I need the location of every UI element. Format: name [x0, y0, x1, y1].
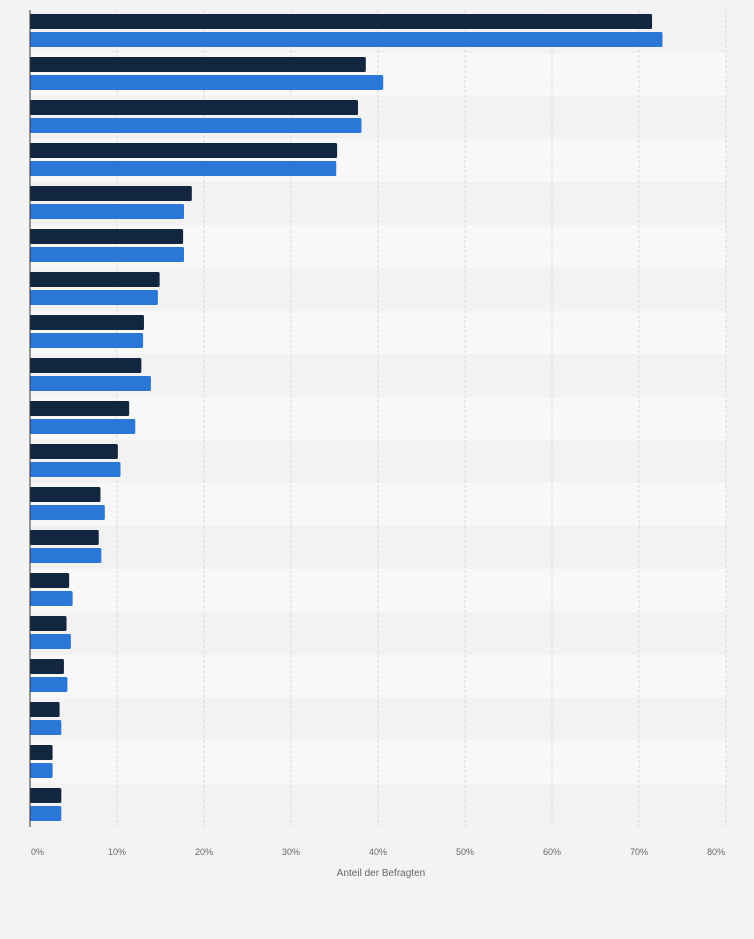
x-tick-label: 0%	[31, 847, 44, 857]
bar-series-1[interactable]	[30, 616, 67, 631]
bar-series-1[interactable]	[30, 401, 130, 416]
bar-series-1[interactable]	[30, 444, 118, 459]
bar-series-1[interactable]	[30, 14, 653, 29]
bar-series-2[interactable]	[30, 677, 68, 692]
row-band	[30, 612, 726, 655]
x-tick-label: 10%	[108, 847, 126, 857]
bar-series-2[interactable]	[30, 634, 71, 649]
x-tick-label: 60%	[543, 847, 561, 857]
bar-series-1[interactable]	[30, 487, 101, 502]
x-tick-label: 40%	[369, 847, 387, 857]
bar-series-2[interactable]	[30, 462, 121, 477]
bar-series-1[interactable]	[30, 659, 64, 674]
bar-series-1[interactable]	[30, 745, 53, 760]
bar-series-1[interactable]	[30, 702, 60, 717]
x-tick-label: 70%	[630, 847, 648, 857]
x-tick-label: 50%	[456, 847, 474, 857]
bar-series-2[interactable]	[30, 204, 184, 219]
x-tick-labels: 0% 10% 20% 30% 40% 50% 60% 70% 80%	[31, 847, 725, 857]
x-tick-label: 20%	[195, 847, 213, 857]
x-tick-label: 30%	[282, 847, 300, 857]
bar-series-1[interactable]	[30, 315, 144, 330]
bar-series-1[interactable]	[30, 573, 70, 588]
bar-series-2[interactable]	[30, 720, 62, 735]
bar-series-2[interactable]	[30, 290, 158, 305]
bar-series-2[interactable]	[30, 419, 136, 434]
row-band	[30, 698, 726, 741]
bar-series-1[interactable]	[30, 186, 192, 201]
bar-series-2[interactable]	[30, 333, 144, 348]
bar-series-2[interactable]	[30, 247, 184, 262]
bar-series-2[interactable]	[30, 548, 102, 563]
bar-series-2[interactable]	[30, 118, 362, 133]
bar-series-2[interactable]	[30, 505, 105, 520]
bar-series-2[interactable]	[30, 591, 73, 606]
bar-series-1[interactable]	[30, 530, 99, 545]
bar-series-1[interactable]	[30, 272, 160, 287]
bar-series-1[interactable]	[30, 143, 338, 158]
bar-series-2[interactable]	[30, 376, 151, 391]
bar-series-1[interactable]	[30, 788, 62, 803]
bar-series-1[interactable]	[30, 100, 358, 115]
x-axis-title: Anteil der Befragten	[337, 868, 425, 879]
bar-series-2[interactable]	[30, 75, 384, 90]
x-tick-label: 80%	[707, 847, 725, 857]
bars	[30, 14, 663, 821]
bar-series-2[interactable]	[30, 161, 337, 176]
bar-series-2[interactable]	[30, 806, 62, 821]
bar-series-1[interactable]	[30, 57, 366, 72]
row-band	[30, 483, 726, 526]
bar-series-1[interactable]	[30, 358, 142, 373]
grid-lines	[116, 10, 727, 827]
bar-series-2[interactable]	[30, 32, 663, 47]
bar-series-1[interactable]	[30, 229, 184, 244]
bar-series-2[interactable]	[30, 763, 53, 778]
